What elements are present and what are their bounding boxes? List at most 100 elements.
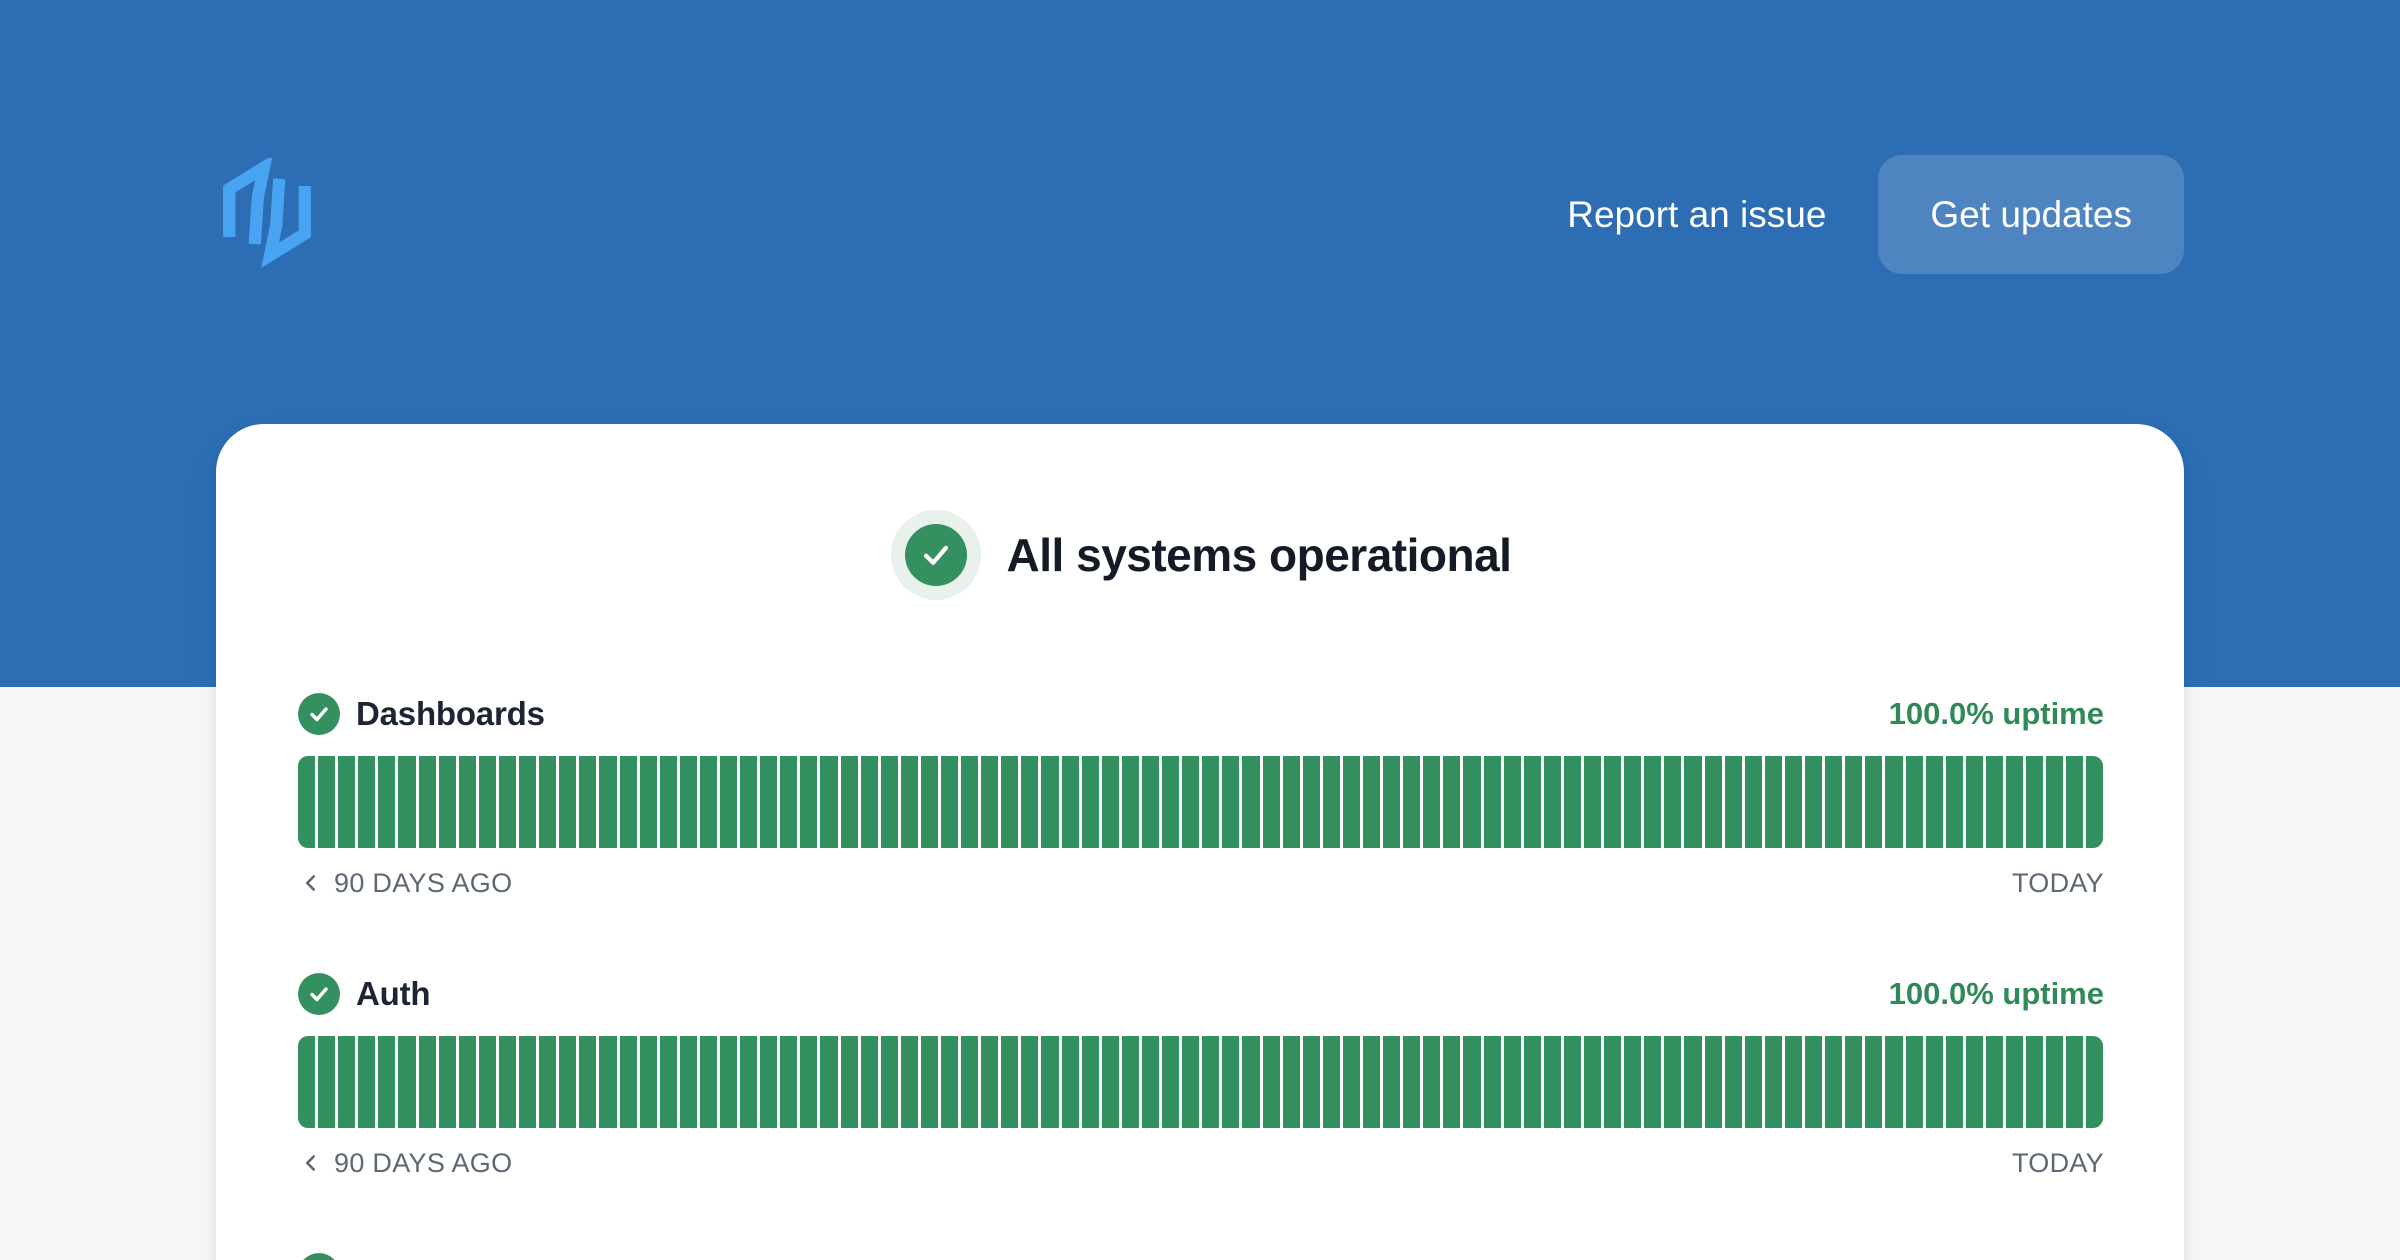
uptime-day-segment[interactable] [1182,756,1200,848]
uptime-day-segment[interactable] [2026,756,2044,848]
uptime-day-segment[interactable] [2066,1036,2084,1128]
uptime-day-segment[interactable] [619,1036,637,1128]
uptime-day-segment[interactable] [1925,756,1943,848]
uptime-day-segment[interactable] [579,1036,597,1128]
uptime-day-segment[interactable] [1965,1036,1983,1128]
uptime-day-segment[interactable] [1965,756,1983,848]
uptime-day-segment[interactable] [519,756,537,848]
uptime-day-segment[interactable] [920,756,938,848]
uptime-day-segment[interactable] [478,756,496,848]
uptime-day-segment[interactable] [539,1036,557,1128]
uptime-day-segment[interactable] [840,1036,858,1128]
uptime-day-segment[interactable] [378,1036,396,1128]
uptime-day-segment[interactable] [1081,756,1099,848]
uptime-day-segment[interactable] [719,756,738,848]
uptime-day-segment[interactable] [1905,756,1923,848]
uptime-day-segment[interactable] [2005,756,2024,848]
get-updates-button[interactable]: Get updates [1878,155,2184,274]
uptime-day-segment[interactable] [740,756,758,848]
uptime-day-segment[interactable] [1362,1036,1381,1128]
uptime-day-segment[interactable] [2026,1036,2044,1128]
uptime-day-segment[interactable] [1845,756,1863,848]
uptime-day-segment[interactable] [1543,756,1561,848]
uptime-day-segment[interactable] [679,756,697,848]
uptime-day-segment[interactable] [659,756,677,848]
uptime-day-segment[interactable] [1222,1036,1240,1128]
uptime-day-segment[interactable] [1825,1036,1843,1128]
uptime-day-segment[interactable] [820,756,838,848]
uptime-day-segment[interactable] [961,756,979,848]
uptime-day-segment[interactable] [860,1036,878,1128]
uptime-day-segment[interactable] [1322,1036,1340,1128]
uptime-day-segment[interactable] [599,756,617,848]
uptime-day-segment[interactable] [1182,1036,1200,1128]
uptime-day-segment[interactable] [880,1036,898,1128]
uptime-day-segment[interactable] [1001,1036,1019,1128]
uptime-day-segment[interactable] [418,756,436,848]
uptime-day-segment[interactable] [378,756,396,848]
uptime-day-segment[interactable] [1141,756,1160,848]
uptime-day-segment[interactable] [498,756,517,848]
uptime-day-segment[interactable] [1604,756,1622,848]
uptime-day-segment[interactable] [599,1036,617,1128]
uptime-day-segment[interactable] [1021,756,1039,848]
uptime-day-segment[interactable] [639,756,657,848]
uptime-day-segment[interactable] [1061,756,1079,848]
uptime-day-segment[interactable] [760,1036,778,1128]
uptime-day-segment[interactable] [1885,1036,1903,1128]
uptime-day-segment[interactable] [438,1036,456,1128]
uptime-day-segment[interactable] [1443,756,1461,848]
uptime-day-segment[interactable] [860,756,878,848]
uptime-day-segment[interactable] [318,756,336,848]
uptime-day-segment[interactable] [418,1036,436,1128]
uptime-day-segment[interactable] [1101,1036,1119,1128]
uptime-day-segment[interactable] [639,1036,657,1128]
uptime-day-segment[interactable] [559,756,577,848]
uptime-day-segment[interactable] [1885,756,1903,848]
uptime-day-segment[interactable] [900,1036,918,1128]
uptime-day-segment[interactable] [981,1036,999,1128]
uptime-day-segment[interactable] [1784,756,1803,848]
uptime-day-segment[interactable] [1423,756,1441,848]
uptime-day-segment[interactable] [840,756,858,848]
uptime-day-segment[interactable] [458,1036,476,1128]
uptime-day-segment[interactable] [1825,756,1843,848]
uptime-day-segment[interactable] [1784,1036,1803,1128]
uptime-day-segment[interactable] [1985,756,2003,848]
uptime-day-segment[interactable] [1162,756,1180,848]
uptime-day-segment[interactable] [1945,1036,1963,1128]
uptime-day-segment[interactable] [1704,756,1722,848]
uptime-day-segment[interactable] [1242,756,1260,848]
uptime-day-segment[interactable] [1805,756,1823,848]
uptime-day-segment[interactable] [2005,1036,2024,1128]
uptime-day-segment[interactable] [1222,756,1240,848]
uptime-day-segment[interactable] [780,756,798,848]
uptime-day-segment[interactable] [2066,756,2084,848]
uptime-day-segment[interactable] [1543,1036,1561,1128]
uptime-day-segment[interactable] [338,756,356,848]
uptime-day-segment[interactable] [1443,1036,1461,1128]
uptime-day-segment[interactable] [1744,756,1762,848]
uptime-day-segment[interactable] [438,756,456,848]
uptime-day-segment[interactable] [1342,1036,1360,1128]
uptime-day-segment[interactable] [358,756,376,848]
uptime-day-segment[interactable] [1483,756,1501,848]
uptime-day-segment[interactable] [1724,1036,1742,1128]
uptime-day-segment[interactable] [1322,756,1340,848]
uptime-day-segment[interactable] [1945,756,1963,848]
uptime-day-segment[interactable] [358,1036,376,1128]
uptime-day-segment[interactable] [2086,756,2104,848]
uptime-day-segment[interactable] [659,1036,677,1128]
uptime-day-segment[interactable] [780,1036,798,1128]
uptime-day-segment[interactable] [1985,1036,2003,1128]
report-issue-link[interactable]: Report an issue [1567,194,1827,235]
uptime-day-segment[interactable] [519,1036,537,1128]
uptime-day-segment[interactable] [1905,1036,1923,1128]
uptime-day-segment[interactable] [1644,756,1662,848]
uptime-day-segment[interactable] [920,1036,938,1128]
uptime-day-segment[interactable] [1121,756,1139,848]
uptime-day-segment[interactable] [2046,1036,2064,1128]
uptime-day-segment[interactable] [1644,1036,1662,1128]
uptime-day-segment[interactable] [1483,1036,1501,1128]
uptime-day-segment[interactable] [478,1036,496,1128]
